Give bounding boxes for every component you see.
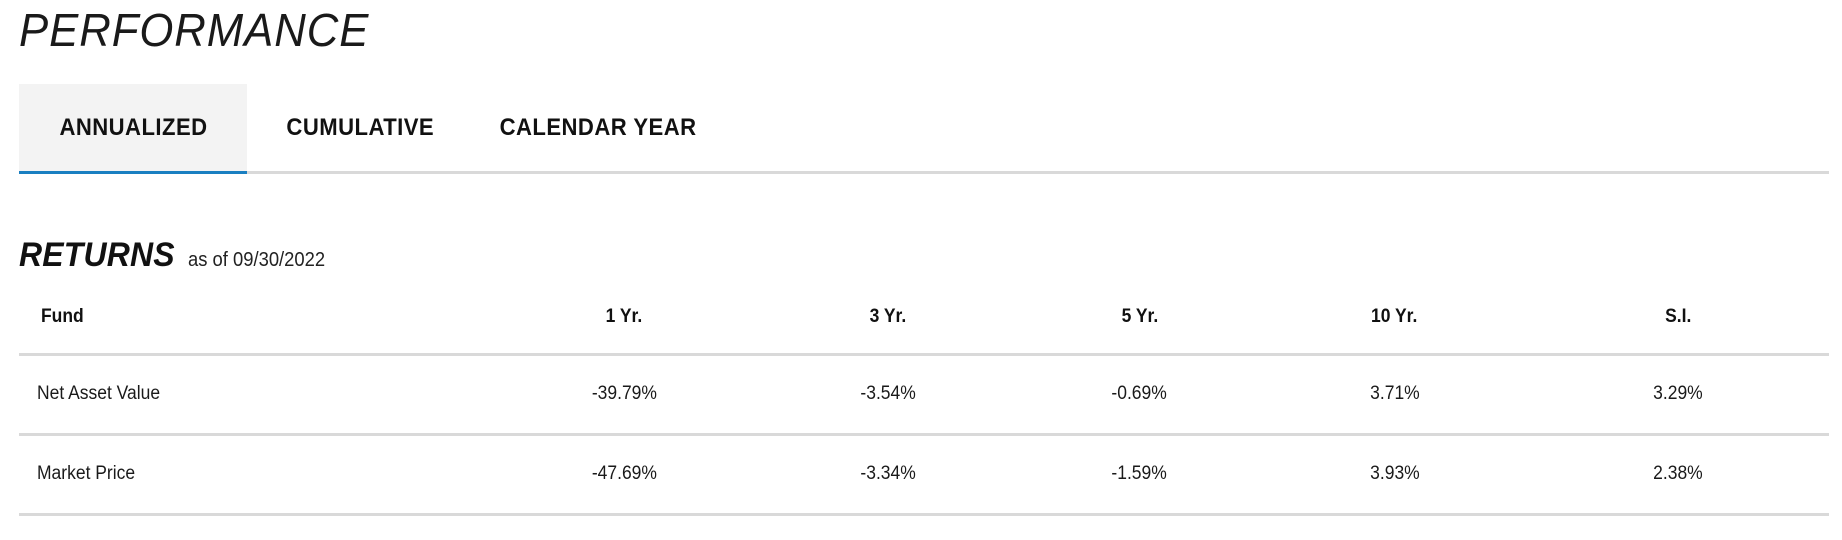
cell-value: -3.54% xyxy=(860,383,916,404)
cell-value: 2.38% xyxy=(1653,463,1703,484)
cell-value: -47.69% xyxy=(591,463,657,484)
cell-value: -1.59% xyxy=(1111,463,1168,484)
column-header-1yr: 1 Yr. xyxy=(605,306,643,327)
tab-annualized-label: ANNUALIZED xyxy=(58,113,208,141)
column-header-10yr: 10 Yr. xyxy=(1371,306,1418,327)
returns-title: RETURNS xyxy=(19,236,175,274)
returns-as-of-date: as of 09/30/2022 xyxy=(187,249,325,271)
row-label-net-asset-value: Net Asset Value xyxy=(37,383,161,404)
tab-annualized[interactable]: ANNUALIZED xyxy=(19,84,247,174)
column-header-si: S.I. xyxy=(1664,306,1692,327)
returns-table: Fund 1 Yr. 3 Yr. 5 Yr. 10 Yr. S.I. Net A… xyxy=(19,294,1829,516)
table-header-row: Fund 1 Yr. 3 Yr. 5 Yr. 10 Yr. S.I. xyxy=(19,294,1829,354)
page-title: PERFORMANCE xyxy=(19,4,370,56)
performance-tabs: ANNUALIZED CUMULATIVE CALENDAR YEAR xyxy=(19,84,1829,174)
column-header-3yr: 3 Yr. xyxy=(869,306,907,327)
column-header-fund: Fund xyxy=(41,306,84,327)
cell-value: -0.69% xyxy=(1111,383,1168,404)
returns-heading: RETURNS as of 09/30/2022 xyxy=(19,236,337,275)
table-row: Net Asset Value -39.79% -3.54% -0.69% 3.… xyxy=(19,354,1829,434)
cell-value: 3.93% xyxy=(1369,463,1420,484)
cell-value: -39.79% xyxy=(591,383,657,404)
cell-value: 3.29% xyxy=(1653,383,1703,404)
table-row: Market Price -47.69% -3.34% -1.59% 3.93%… xyxy=(19,434,1829,514)
tab-calendar-year[interactable]: CALENDAR YEAR xyxy=(473,84,723,171)
column-header-5yr: 5 Yr. xyxy=(1121,306,1158,327)
cell-value: -3.34% xyxy=(860,463,916,484)
row-label-market-price: Market Price xyxy=(37,463,136,484)
tab-calendar-year-label: CALENDAR YEAR xyxy=(499,113,697,141)
tab-cumulative-label: CUMULATIVE xyxy=(286,113,434,141)
cell-value: 3.71% xyxy=(1369,383,1420,404)
tab-cumulative[interactable]: CUMULATIVE xyxy=(247,84,473,171)
